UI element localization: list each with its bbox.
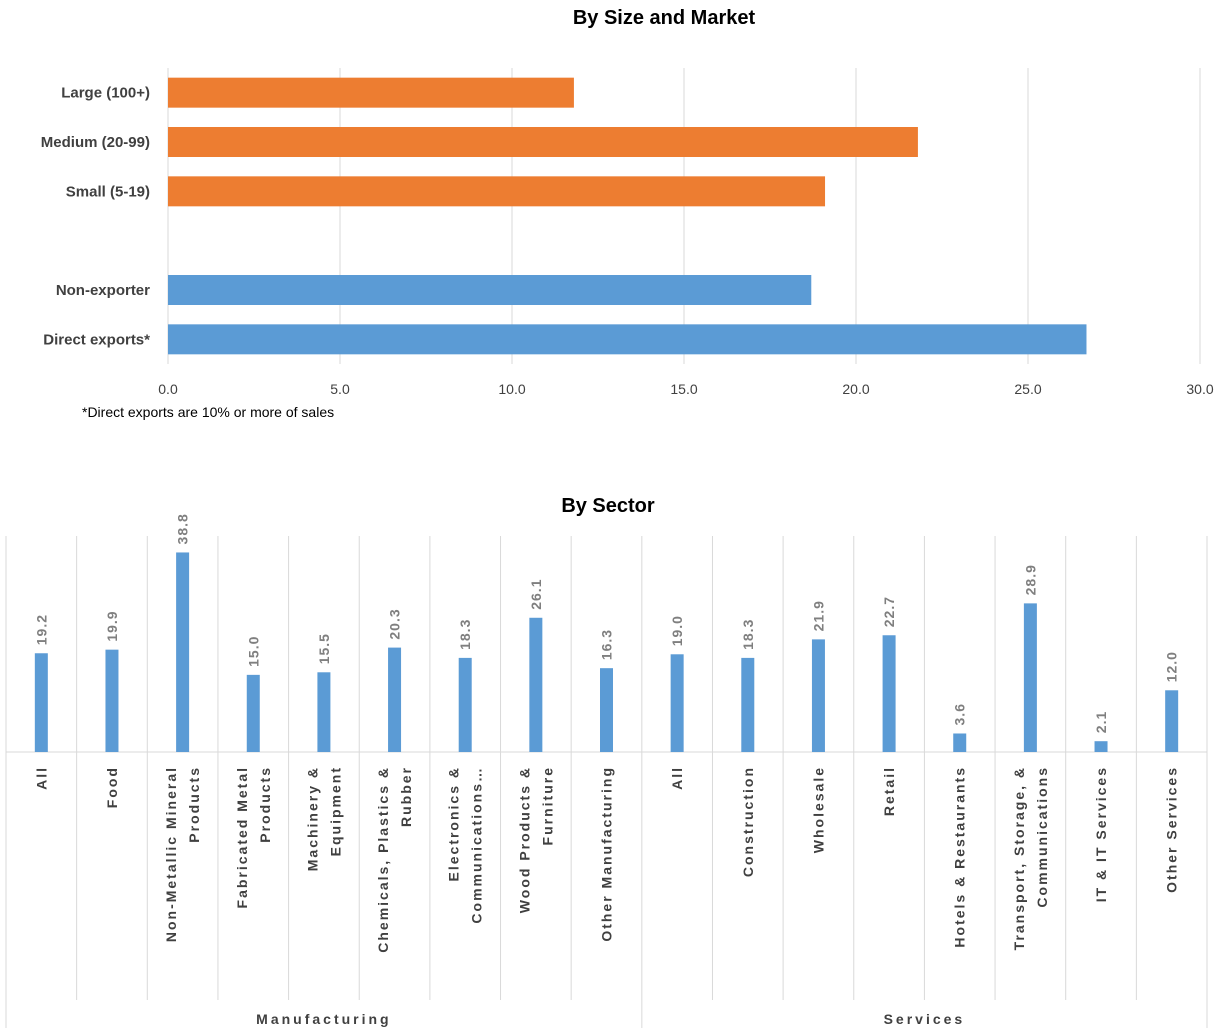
category-label: Construction	[740, 766, 756, 877]
group-label: Services	[884, 1011, 966, 1027]
category-label: Non-exporter	[56, 282, 150, 299]
category-label: Rubber	[398, 766, 414, 827]
category-label: Machinery &	[304, 766, 320, 871]
bar	[168, 275, 812, 305]
bar	[317, 672, 331, 752]
bar	[168, 324, 1087, 355]
data-label: 16.3	[599, 629, 615, 660]
bar	[811, 639, 825, 752]
data-label: 15.0	[245, 636, 261, 667]
category-label: Chemicals, Plastics &	[375, 766, 391, 953]
data-label: 19.2	[33, 614, 49, 645]
category-label: Products	[186, 766, 202, 843]
data-label: 18.3	[740, 619, 756, 650]
category-label: Other Services	[1164, 766, 1180, 893]
category-label: Medium (20-99)	[41, 134, 150, 151]
bar	[246, 674, 260, 752]
data-label: 3.6	[952, 703, 968, 725]
data-label: 21.9	[810, 600, 826, 631]
group-label: Manufacturing	[256, 1011, 391, 1027]
category-label: Large (100+)	[61, 85, 150, 102]
bar	[176, 552, 190, 752]
category-label: Communications…	[469, 766, 485, 924]
footnote: *Direct exports are 10% or more of sales	[82, 404, 334, 420]
x-tick-label: 25.0	[1014, 381, 1041, 397]
category-label: Products	[257, 766, 273, 843]
category-label: Direct exports*	[43, 331, 150, 348]
bar	[105, 649, 119, 752]
bar	[168, 127, 918, 157]
bar	[168, 77, 574, 108]
category-label: Other Manufacturing	[599, 766, 615, 942]
data-label: 20.3	[387, 608, 403, 639]
bar	[670, 654, 684, 752]
data-label: 2.1	[1093, 711, 1109, 733]
size-market-chart: By Size and Market Large (100+) Medium (2…	[41, 7, 1214, 420]
bar	[1094, 741, 1108, 752]
data-label: 19.9	[104, 610, 120, 641]
category-label: Wood Products &	[516, 766, 532, 913]
category-label: Retail	[881, 766, 897, 816]
bar	[388, 647, 402, 752]
data-label: 12.0	[1164, 651, 1180, 682]
bar	[953, 733, 967, 752]
data-label: 18.3	[457, 619, 473, 650]
bar	[34, 653, 48, 752]
x-tick-label: 5.0	[330, 381, 350, 397]
category-label: Hotels & Restaurants	[952, 766, 968, 948]
data-label: 28.9	[1022, 564, 1038, 595]
data-label: 38.8	[175, 513, 191, 544]
x-tick-label: 20.0	[842, 381, 869, 397]
bar	[168, 176, 826, 207]
category-label: Communications	[1034, 766, 1050, 908]
x-tick-label: 10.0	[498, 381, 525, 397]
category-label: Transport, Storage, &	[1011, 766, 1027, 950]
category-label: Fabricated Metal	[234, 766, 250, 908]
bar	[1023, 603, 1037, 752]
category-label: Small (5-19)	[66, 183, 150, 200]
x-tick-label: 0.0	[158, 381, 178, 397]
category-label: Electronics &	[446, 766, 462, 881]
chart-title-size-market: By Size and Market	[573, 7, 756, 29]
bar	[529, 617, 543, 752]
category-label: Non-Metallic Mineral	[163, 766, 179, 942]
bar	[1165, 690, 1179, 752]
data-label: 26.1	[528, 579, 544, 610]
category-label: Wholesale	[810, 766, 826, 853]
x-tick-label: 30.0	[1186, 381, 1213, 397]
category-label: Equipment	[327, 766, 343, 856]
data-label: 15.5	[316, 633, 332, 664]
bar	[741, 657, 755, 752]
chart-title-sector: By Sector	[561, 495, 655, 517]
category-label: Food	[104, 766, 120, 808]
sector-chart: By Sector 19.2 19.9 38.8 15.0 15.5 20.3 18.3 26…	[5, 495, 1208, 1028]
data-label: 19.0	[669, 615, 685, 646]
category-label: Furniture	[539, 766, 555, 845]
category-label: IT & IT Services	[1093, 766, 1109, 902]
category-label: All	[669, 766, 685, 790]
bar	[882, 635, 896, 752]
bar	[458, 657, 472, 752]
category-label: All	[33, 766, 49, 790]
bar	[600, 668, 613, 752]
data-label: 22.7	[881, 596, 897, 627]
x-tick-label: 15.0	[670, 381, 697, 397]
